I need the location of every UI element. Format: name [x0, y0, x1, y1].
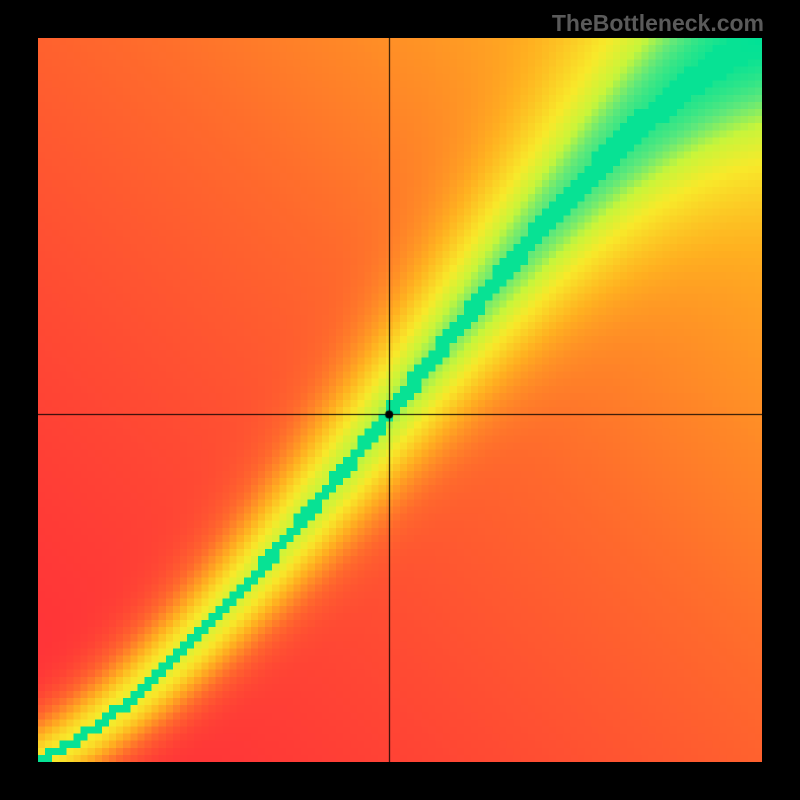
- overlay-canvas: [38, 38, 762, 762]
- watermark: TheBottleneck.com: [552, 10, 764, 37]
- chart-container: TheBottleneck.com: [0, 0, 800, 800]
